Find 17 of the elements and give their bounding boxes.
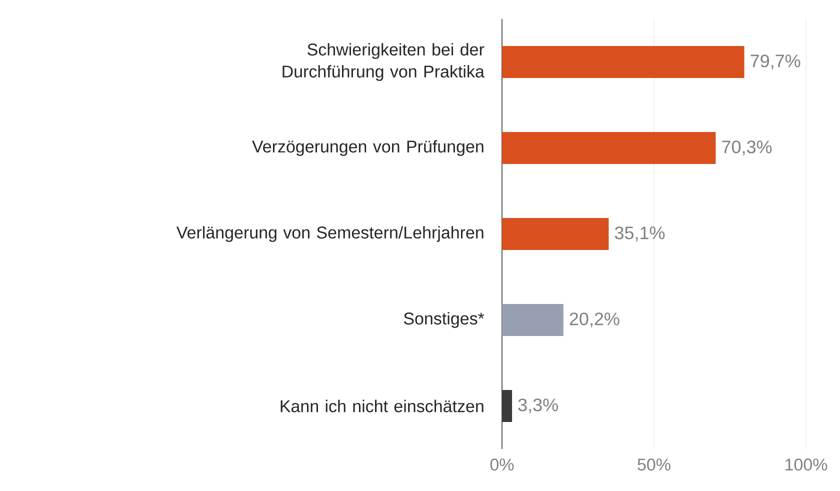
x-tick-label: 50% <box>638 458 670 471</box>
bar <box>502 132 716 164</box>
x-tick-label: 100% <box>786 458 828 471</box>
y-tick-label: Schwierigkeiten bei der Durchführung von Praktika <box>282 43 484 81</box>
bar <box>502 46 744 78</box>
y-tick-label: Verzögerungen von Prüfungen <box>252 140 484 156</box>
data-label: 79,7% <box>750 54 800 70</box>
data-label: 20,2% <box>570 312 620 328</box>
x-tick-label: 0% <box>490 458 514 471</box>
data-label: 35,1% <box>614 226 665 242</box>
data-label: 3,3% <box>518 398 558 414</box>
y-tick-label: Kann ich nicht einschätzen <box>280 400 484 412</box>
bar <box>502 218 609 250</box>
y-tick-label: Verlängerung von Semestern/Lehrjahren <box>176 226 484 242</box>
data-label: 70,3% <box>722 140 772 156</box>
bar <box>502 304 564 336</box>
y-tick-label: Sonstiges* <box>404 312 484 328</box>
